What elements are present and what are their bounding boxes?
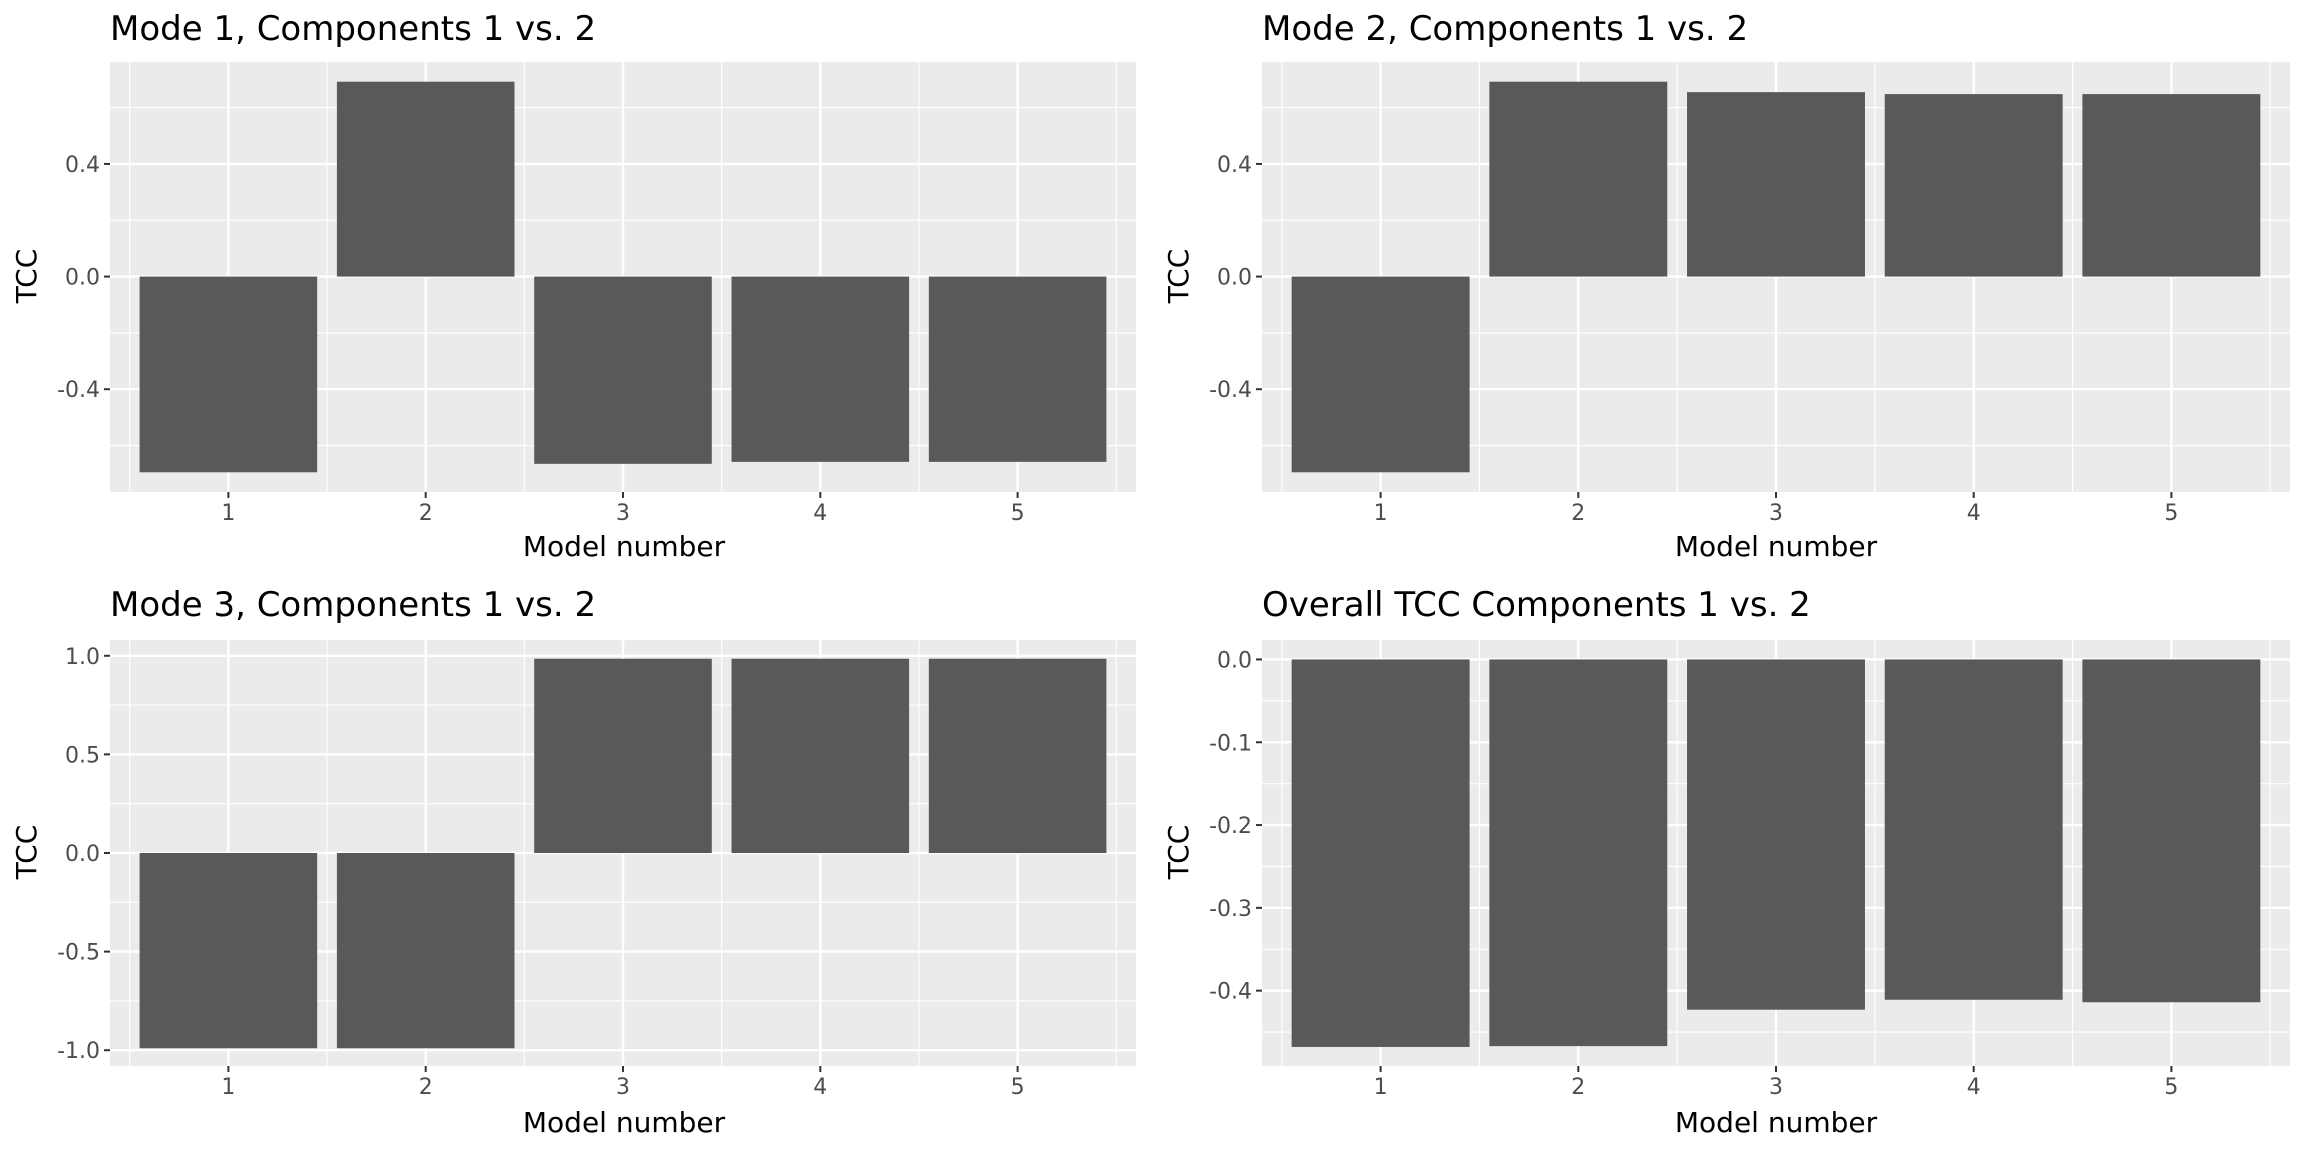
x-tick-label: 4 [813, 501, 827, 526]
x-tick-label: 5 [2164, 1075, 2178, 1100]
plot-area: -0.4 0.0 0.4 1 2 3 4 5 [1209, 62, 2290, 526]
y-tick-label: -0.4 [1209, 980, 1252, 1005]
x-tick-label: 5 [1011, 1075, 1025, 1100]
bar-model-1 [139, 853, 318, 1049]
y-tick-label: 0.0 [1217, 266, 1252, 291]
y-tick-label: -0.2 [1209, 814, 1252, 839]
x-tick-label: 3 [616, 501, 630, 526]
x-axis-title: Model number [523, 1106, 726, 1139]
y-tick-label: -0.1 [1209, 731, 1252, 756]
panel-title: Mode 2, Components 1 vs. 2 [1262, 9, 1748, 49]
x-axis-title: Model number [523, 530, 726, 563]
plot-area: -1.0 -0.5 0.0 0.5 1.0 1 2 3 4 5 [57, 640, 1136, 1100]
x-tick-label: 2 [1571, 501, 1585, 526]
bar-model-4 [1884, 94, 2063, 277]
y-tick-label: -0.3 [1209, 897, 1252, 922]
x-axis-title: Model number [1675, 1106, 1878, 1139]
x-tick-label: 3 [616, 1075, 630, 1100]
x-tick-label: 1 [221, 1075, 235, 1100]
bar-model-2 [336, 853, 515, 1049]
x-tick-label: 1 [1374, 1075, 1388, 1100]
x-tick-label: 1 [221, 501, 235, 526]
x-tick-label: 2 [419, 1075, 433, 1100]
x-tick-label: 1 [1374, 501, 1388, 526]
x-tick-label: 3 [1769, 501, 1783, 526]
panel-title: Mode 1, Components 1 vs. 2 [110, 9, 596, 49]
bar-model-3 [1687, 659, 1865, 1010]
x-tick-label: 5 [1011, 501, 1025, 526]
x-tick-label: 4 [1967, 501, 1981, 526]
bar-model-5 [928, 276, 1107, 462]
plot-area: -0.4 0.0 0.4 1 2 3 4 5 [57, 62, 1136, 526]
x-tick-label: 3 [1769, 1075, 1783, 1100]
y-tick-label: 0.4 [65, 153, 100, 178]
bar-model-3 [534, 276, 712, 464]
y-tick-label: -0.5 [57, 941, 100, 966]
x-tick-label: 2 [1571, 1075, 1585, 1100]
bar-model-5 [928, 658, 1107, 853]
x-tick-label: 2 [419, 501, 433, 526]
bar-model-1 [139, 276, 318, 473]
y-axis-title: TCC [1162, 249, 1195, 305]
y-tick-label: -1.0 [57, 1039, 100, 1064]
bar-model-2 [1489, 81, 1668, 277]
panel-mode-1: Mode 1, Components 1 vs. 2 Model number … [10, 9, 1136, 563]
bar-model-2 [1489, 659, 1668, 1047]
y-axis-title: TCC [10, 825, 43, 881]
x-tick-label: 4 [813, 1075, 827, 1100]
y-tick-label: 0.0 [1217, 648, 1252, 673]
y-tick-label: 1.0 [65, 645, 100, 670]
y-axis-title: TCC [1162, 825, 1195, 881]
panel-mode-3: Mode 3, Components 1 vs. 2 Model number … [10, 585, 1136, 1139]
bar-model-1 [1291, 659, 1470, 1047]
bar-model-3 [1687, 92, 1865, 277]
plot-area: -0.4 -0.3 -0.2 -0.1 0.0 1 2 3 4 5 [1209, 640, 2290, 1100]
x-axis-title: Model number [1675, 530, 1878, 563]
panel-title: Overall TCC Components 1 vs. 2 [1262, 585, 1811, 625]
bar-model-3 [534, 658, 712, 853]
y-tick-label: -0.4 [57, 378, 100, 403]
y-tick-label: 0.4 [1217, 153, 1252, 178]
panel-title: Mode 3, Components 1 vs. 2 [110, 585, 596, 625]
bar-model-4 [731, 276, 910, 462]
bar-model-1 [1291, 276, 1470, 473]
bar-model-5 [2082, 659, 2261, 1003]
bar-model-5 [2082, 94, 2261, 277]
y-tick-label: -0.4 [1209, 378, 1252, 403]
bar-model-2 [336, 81, 515, 277]
y-tick-label: 0.0 [65, 842, 100, 867]
x-tick-label: 5 [2164, 501, 2178, 526]
panel-overall: Overall TCC Components 1 vs. 2 Model num… [1162, 585, 2290, 1139]
y-tick-label: 0.5 [65, 743, 100, 768]
x-tick-label: 4 [1967, 1075, 1981, 1100]
bar-model-4 [1884, 659, 2063, 1000]
y-tick-label: 0.0 [65, 266, 100, 291]
bar-model-4 [731, 658, 910, 853]
panel-mode-2: Mode 2, Components 1 vs. 2 Model number … [1162, 9, 2290, 563]
y-axis-title: TCC [10, 249, 43, 305]
